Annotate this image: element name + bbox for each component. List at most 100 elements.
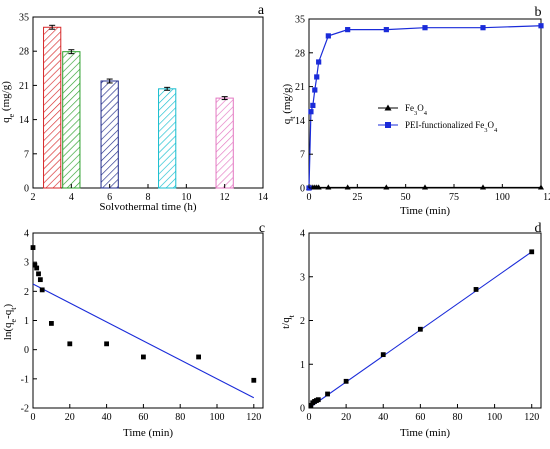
data-point [31,245,36,250]
data-point-square [538,23,543,28]
data-point [34,266,39,271]
x-tick-label: 4 [69,192,74,203]
x-tick-label: 25 [352,192,362,203]
plot-frame [33,233,263,408]
series-line [309,26,541,188]
data-point [418,327,423,332]
x-tick-label: 0 [31,412,36,423]
data-point [40,287,45,292]
panel-label: b [535,5,542,20]
data-point [474,287,479,292]
y-tick-label: 21 [295,82,305,93]
data-point-square [326,33,331,38]
y-tick-label: -1 [21,374,29,385]
y-tick-label: -2 [21,404,29,415]
data-point-square [312,87,317,92]
bar [159,89,176,188]
y-tick-label: 7 [300,150,305,161]
plot-frame [309,19,541,188]
x-tick-label: 20 [341,412,351,423]
x-tick-label: 120 [246,412,261,423]
data-point [316,397,321,402]
y-tick-label: 28 [19,47,29,58]
x-axis-label: Time (min) [123,427,173,439]
x-tick-labels: 0255075100125 [307,184,550,203]
x-tick-label: 12 [220,192,230,203]
x-tick-label: 60 [138,412,148,423]
data-point [529,249,534,254]
x-axis-label: Time (min) [400,205,450,217]
x-tick-label: 50 [401,192,411,203]
legend-label-pei-fe3o4: PEI-functionalized Fe3O4 [405,120,498,134]
x-tick-label: 100 [210,412,225,423]
y-tick-label: 0 [24,345,29,356]
bar [44,27,61,188]
fit-line [33,284,254,398]
y-tick-label: 0 [300,184,305,195]
legend-entry-pei-fe3o4: PEI-functionalized Fe3O4 [378,120,498,134]
x-tick-label: 80 [452,412,462,423]
bar [63,52,80,188]
x-tick-label: 40 [378,412,388,423]
data-point [251,378,256,383]
x-tick-label: 100 [487,412,502,423]
y-tick-label: 2 [300,316,305,327]
legend-square-marker [385,122,391,128]
data-point-square [308,109,313,114]
x-tick-label: 20 [65,412,75,423]
y-tick-label: 4 [24,229,29,240]
data-point [38,277,43,282]
y-tick-label: 0 [300,404,305,415]
y-axis-label: qe (mg/g) [0,81,16,123]
y-axis-label: ln(qe-qt) [2,303,18,340]
data-point [49,321,54,326]
y-tick-labels: -2 -1 0 1 2 3 4 [21,229,37,415]
x-tick-label: 60 [415,412,425,423]
y-tick-label: 1 [24,316,29,327]
legend-entry-fe3o4: Fe3O4 [378,103,428,117]
points-group [31,245,257,398]
panel-label: d [535,221,542,236]
data-point-square [384,27,389,32]
y-tick-label: 14 [19,115,29,126]
data-point [141,355,146,360]
x-tick-label: 0 [307,192,312,203]
data-point-square [422,25,427,30]
x-tick-label: 0 [307,412,312,423]
data-point-square [480,25,485,30]
y-tick-label: 4 [300,229,305,240]
x-axis-label: Time (min) [400,427,450,439]
y-tick-label: 14 [295,116,305,127]
y-tick-label: 21 [19,81,29,92]
data-point [381,352,386,357]
data-point-square [314,74,319,79]
y-tick-label: 0 [24,184,29,195]
points-group [308,249,534,408]
y-tick-label: 3 [24,258,29,269]
data-point-square [345,27,350,32]
bar [216,98,233,188]
data-point-square [316,59,321,64]
x-tick-label: 75 [449,192,459,203]
data-point [196,355,201,360]
data-point [36,271,41,276]
y-tick-label: 2 [24,287,29,298]
y-tick-label: 7 [24,149,29,160]
x-axis-label: Solvothermal time (h) [99,201,196,213]
y-tick-label: 35 [295,15,305,26]
bar [101,81,118,188]
data-point [104,341,109,346]
y-tick-label: 3 [300,272,305,283]
data-point [344,379,349,384]
y-tick-label: 35 [19,13,29,24]
x-tick-label: 14 [258,192,268,203]
x-tick-label: 80 [175,412,185,423]
